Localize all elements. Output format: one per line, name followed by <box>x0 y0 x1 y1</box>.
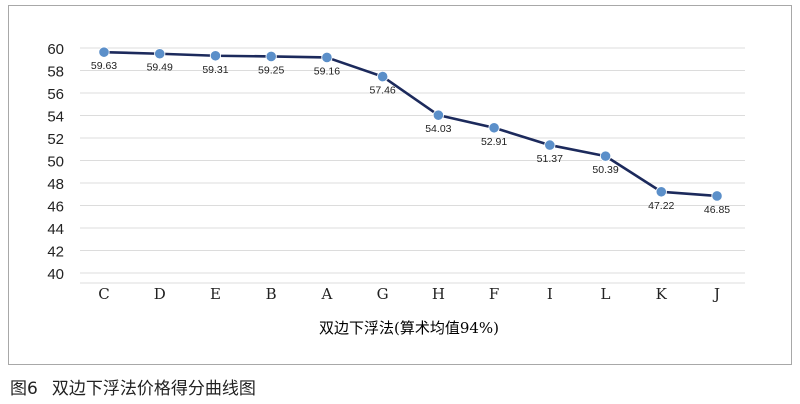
data-label: 50.39 <box>592 164 618 176</box>
data-point <box>321 51 333 64</box>
y-axis-ticks: 40 42 44 46 48 50 52 54 56 58 60 <box>47 41 64 283</box>
y-tick-label: 42 <box>47 244 64 261</box>
x-tick-label: D <box>154 285 166 303</box>
x-tick-label: I <box>547 285 553 303</box>
chart-frame <box>8 5 792 365</box>
data-label: 59.16 <box>314 65 340 77</box>
data-label: 47.22 <box>648 200 674 212</box>
data-label: 52.91 <box>481 136 507 148</box>
x-tick-label: G <box>377 285 389 303</box>
series-line <box>103 50 718 198</box>
data-point <box>209 50 222 62</box>
gridlines <box>80 47 745 284</box>
y-tick-label: 44 <box>47 221 64 238</box>
data-label: 51.37 <box>537 153 563 165</box>
data-point <box>488 122 500 134</box>
y-tick-label: 52 <box>47 131 64 148</box>
figure-number: 图6 <box>10 379 38 399</box>
x-tick-label: F <box>489 285 499 303</box>
x-tick-label: C <box>98 285 109 303</box>
data-point <box>711 190 723 202</box>
x-tick-label: K <box>656 285 668 303</box>
x-tick-label: B <box>266 285 277 303</box>
y-tick-label: 48 <box>47 176 64 193</box>
figure-caption: 图6 双边下浮法价格得分曲线图 <box>10 374 256 399</box>
data-label: 57.46 <box>369 85 395 97</box>
y-tick-label: 56 <box>47 86 64 103</box>
y-tick-label: 60 <box>47 41 64 58</box>
data-point <box>599 150 612 162</box>
y-tick-label: 58 <box>47 64 64 81</box>
data-point <box>154 48 166 60</box>
y-tick-label: 40 <box>47 266 64 283</box>
data-label: 59.25 <box>258 64 284 76</box>
data-point <box>432 109 444 121</box>
figure-title: 双边下浮法价格得分曲线图 <box>51 379 256 399</box>
x-axis-title: 双边下浮法(算术均值94%) <box>319 319 499 337</box>
y-tick-label: 50 <box>47 154 64 171</box>
data-point <box>265 50 277 63</box>
data-label: 59.31 <box>202 64 228 76</box>
x-tick-label: E <box>210 285 221 303</box>
x-tick-label: J <box>712 285 720 303</box>
x-tick-label: L <box>601 285 611 303</box>
data-label: 59.63 <box>91 60 117 72</box>
data-label: 46.85 <box>704 204 730 216</box>
data-point <box>98 46 110 58</box>
y-tick-label: 54 <box>47 109 64 126</box>
x-tick-label: H <box>432 285 445 303</box>
data-point <box>655 186 667 198</box>
data-label: 54.03 <box>425 123 451 135</box>
y-tick-label: 46 <box>47 199 64 216</box>
x-tick-label: A <box>320 285 332 303</box>
data-point <box>544 139 556 151</box>
data-point <box>377 70 389 83</box>
data-label: 59.49 <box>147 62 173 74</box>
data-markers <box>98 46 723 202</box>
data-labels: 59.63 59.49 59.31 59.25 59.16 57.46 54.03 52.91… <box>91 60 730 216</box>
